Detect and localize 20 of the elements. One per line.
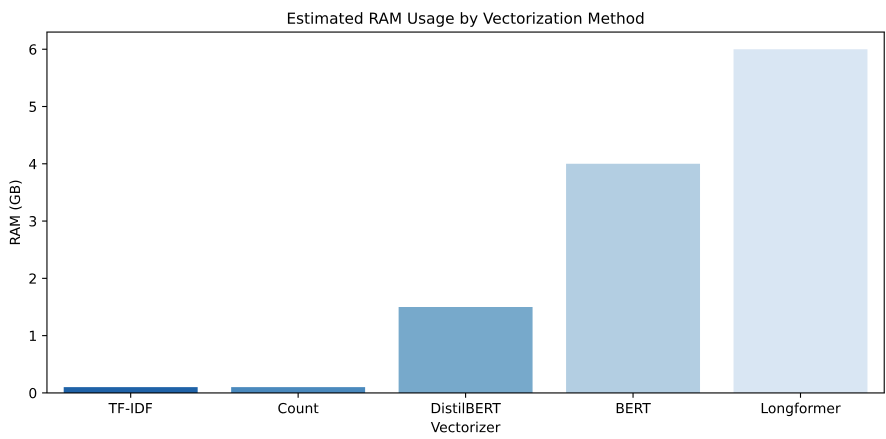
x-axis-title: Vectorizer [430,422,500,432]
chart-title: Estimated RAM Usage by Vectorization Method [288,12,644,27]
y-tick-label: 2 [29,273,36,284]
x-tick-label: TF-IDF [108,403,152,414]
y-tick-label: 1 [30,330,36,341]
y-tick-label: 0 [29,388,36,398]
x-tick-label: Longformer [762,402,841,416]
bar [231,387,366,393]
y-axis-title: RAM (GB) [9,180,22,244]
bar [734,49,868,393]
y-tick-label: 3 [29,216,36,227]
x-tick-label: BERT [616,403,651,414]
y-tick-label: 6 [29,44,36,55]
bar [64,387,198,393]
bar [566,164,700,393]
bar [398,306,533,393]
y-tick-label: 4 [29,158,36,170]
y-tick-label: 5 [29,102,36,112]
x-tick-label: DistilBERT [432,402,501,414]
x-tick-label: Count [278,402,318,414]
